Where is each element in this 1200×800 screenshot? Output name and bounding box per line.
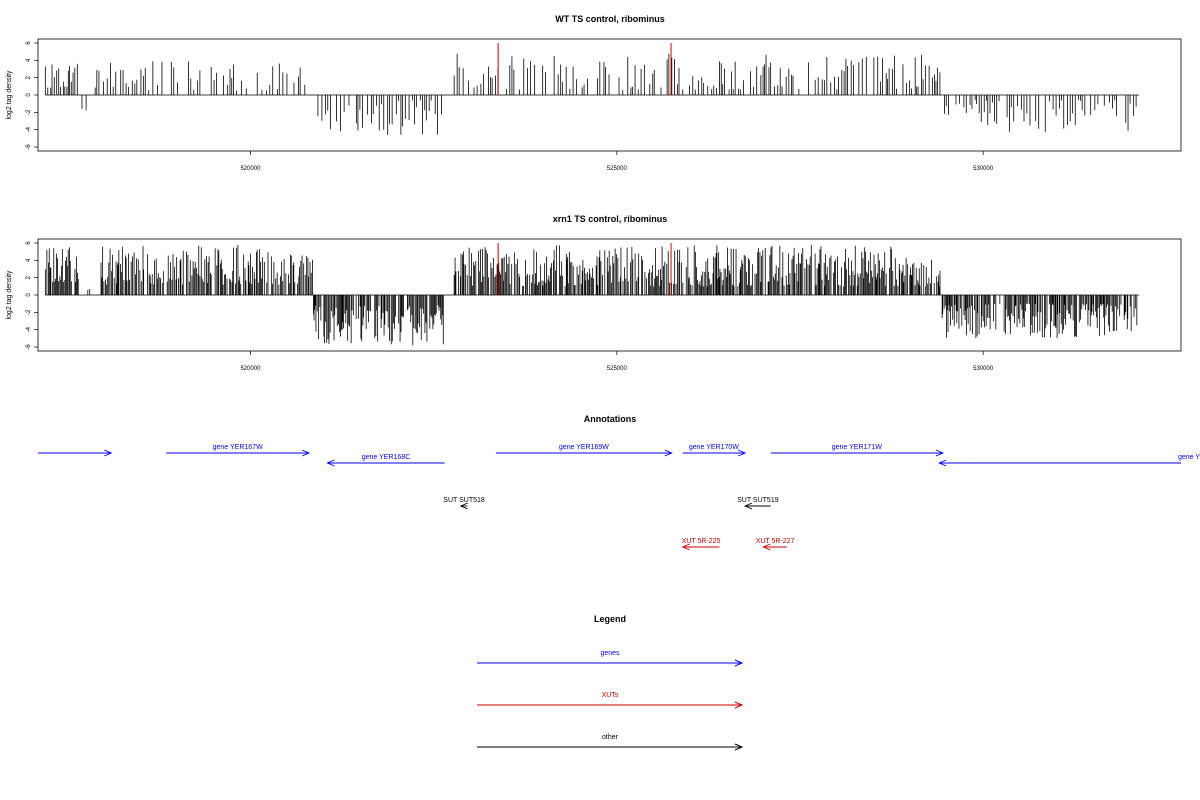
annotation-feature: gene YER167W [166,444,311,457]
x-tick-label: 525000 [607,166,628,172]
arrow-head-right [104,449,113,457]
y-tick-label: 0 [26,293,32,297]
annotation-feature: SUT SUT518 [443,497,485,510]
legend-panel: Legend genes XUTs other [477,614,744,751]
legend-arrow-head [734,659,744,667]
annotation-feature: XUT 5R-225 [681,538,721,551]
annotation-label: gene YER170W [689,444,739,451]
annotation-feature: gene YER170W [682,444,747,457]
y-tick-label: -2 [26,309,32,315]
arrow-head-left [681,543,690,551]
wt-panel-title: WT TS control, ribominus [555,14,665,24]
annotation-feature: XUT 5R-227 [756,538,795,551]
x-tick-label: 520000 [240,166,261,172]
y-tick-label: 4 [26,58,32,62]
arrow-head-left [938,459,947,467]
y-tick-label: -4 [26,326,32,332]
arrow-head-left [762,543,771,551]
x-tick-label: 530000 [973,166,994,172]
annotation-label: SUT SUT519 [737,497,779,504]
y-tick-label: 2 [26,275,32,279]
annotations-panel: Annotations gene YER167W gene YER168C gene… [38,414,1200,551]
legend-item: other [477,734,744,751]
arrow-head-left [459,502,468,510]
y-tick-label: 0 [26,93,32,97]
annotation-label: gene YER167W [213,444,263,451]
y-tick-label: 2 [26,75,32,79]
y-tick-label: 6 [26,41,32,45]
x-tick-label: 530000 [973,366,994,372]
annotation-label: XUT 5R-225 [682,538,721,545]
arrow-head-left [743,502,753,510]
legend-item: genes [477,650,744,667]
legend-item: XUTs [477,692,744,709]
y-axis-label: log2 tag density [6,270,13,320]
xrn1-density-panel: xrn1 TS control, ribominus log2 tag dens… [6,214,1182,372]
xrn1-panel-title: xrn1 TS control, ribominus [553,214,668,224]
annotation-label: gene YER171W [832,444,882,451]
y-tick-label: 4 [26,258,32,262]
legend-label: XUTs [602,692,619,699]
annotation-label: gene YER168C [362,454,411,461]
y-tick-label: -2 [26,109,32,115]
annotation-feature: gene YER169W [495,444,673,457]
x-tick-label: 520000 [240,366,261,372]
annotation-label: gene Y [1178,454,1200,461]
annotation-feature: gene YER168C [326,454,445,467]
x-tick-label: 525000 [607,366,628,372]
arrow-head-right [301,449,311,457]
annotation-label: gene YER169W [559,444,609,451]
annotations-title: Annotations [584,414,637,424]
annotation-label: SUT SUT518 [443,497,485,504]
y-tick-label: -6 [26,344,32,350]
arrow-head-right [664,449,673,457]
legend-label: other [602,734,619,741]
legend-title: Legend [594,614,626,624]
annotation-feature [38,449,113,457]
y-tick-label: 6 [26,241,32,245]
annotation-label: XUT 5R-227 [756,538,795,545]
y-axis-label: log2 tag density [6,70,13,120]
arrow-head-right [935,449,945,457]
annotation-feature: gene Y [938,454,1200,467]
arrow-head-right [737,449,747,457]
arrow-head-left [326,459,335,467]
annotation-feature: gene YER171W [770,444,945,457]
wt-density-panel: WT TS control, ribominus log2 tag densit… [6,14,1182,172]
legend-arrow-head [734,701,744,709]
legend-arrow-head [734,743,744,751]
y-tick-label: -4 [26,126,32,132]
y-tick-label: -6 [26,144,32,150]
legend-label: genes [600,650,620,657]
annotation-feature: SUT SUT519 [737,497,779,510]
